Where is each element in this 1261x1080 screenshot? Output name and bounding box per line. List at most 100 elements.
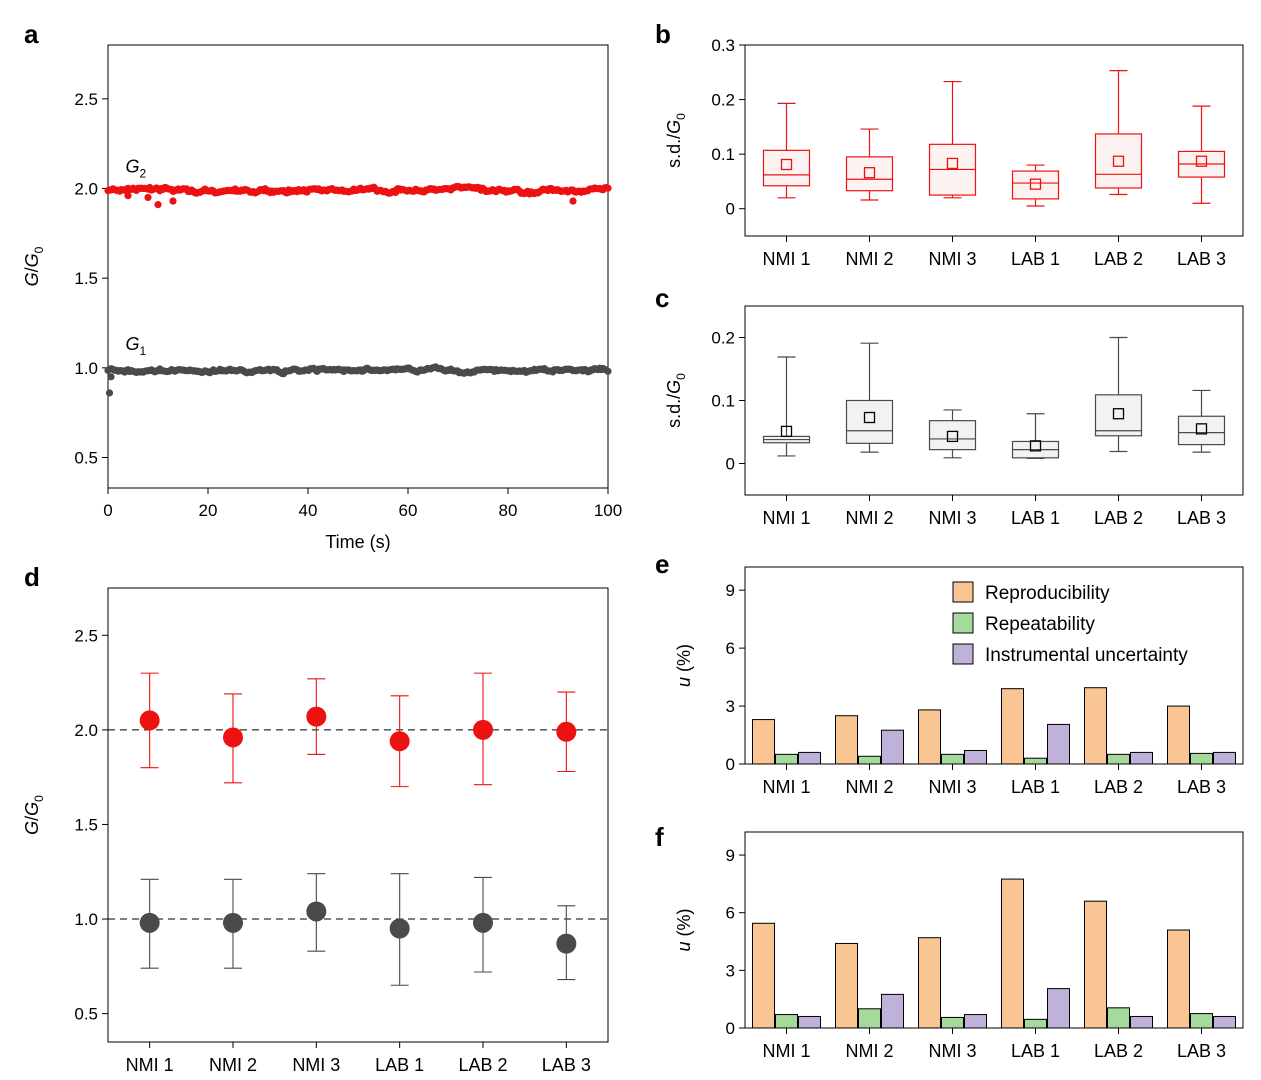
category-label: LAB 1 bbox=[1011, 777, 1060, 797]
y-label-part: s.d./ bbox=[664, 394, 684, 428]
y-label-part: G bbox=[22, 821, 42, 835]
data-point bbox=[473, 912, 493, 933]
bar bbox=[1107, 1007, 1130, 1029]
category-label: LAB 1 bbox=[375, 1055, 424, 1075]
box-lab-3 bbox=[1177, 389, 1226, 453]
mean-marker bbox=[1029, 440, 1042, 452]
data-point bbox=[473, 719, 493, 740]
box-lab-1 bbox=[1011, 164, 1060, 207]
y-tick-label: 0.1 bbox=[711, 145, 735, 164]
series-G2 bbox=[104, 182, 612, 209]
panel-c-frame bbox=[744, 305, 1244, 496]
category-label: NMI 3 bbox=[928, 508, 976, 528]
bar bbox=[775, 1014, 798, 1029]
category-label: LAB 1 bbox=[1011, 508, 1060, 528]
y-tick-label: 2.5 bbox=[74, 90, 98, 109]
x-tick-label: 20 bbox=[199, 501, 218, 520]
y-tick-label: 9 bbox=[726, 846, 735, 865]
mean-marker bbox=[1195, 423, 1208, 435]
box-lab-2 bbox=[1094, 336, 1143, 453]
bar bbox=[1001, 878, 1024, 1029]
box-lab-1 bbox=[1011, 413, 1060, 460]
y-tick-label: 2.0 bbox=[74, 179, 98, 198]
data-point bbox=[144, 193, 152, 202]
bar bbox=[918, 937, 941, 1029]
data-point bbox=[139, 710, 160, 731]
box-nmi-3 bbox=[928, 80, 977, 199]
data-point bbox=[105, 389, 114, 397]
bar bbox=[1047, 723, 1070, 765]
iqr-box bbox=[845, 156, 894, 192]
bar bbox=[1001, 688, 1024, 765]
bar bbox=[881, 729, 904, 765]
bar bbox=[798, 1015, 821, 1029]
panel-d-frame bbox=[107, 587, 609, 1043]
box-lab-3 bbox=[1177, 105, 1226, 204]
box-nmi-1 bbox=[762, 356, 811, 457]
panel-letter-f: f bbox=[655, 822, 664, 852]
y-label-part: G bbox=[22, 802, 42, 816]
bar bbox=[918, 709, 941, 765]
y-axis-label-d: G/G0 bbox=[22, 795, 46, 835]
annotation-text: G bbox=[126, 156, 140, 176]
series-annotation: G2 bbox=[126, 156, 147, 180]
category-label: NMI 2 bbox=[845, 777, 893, 797]
legend-swatch bbox=[952, 581, 974, 603]
box-nmi-2 bbox=[845, 128, 894, 201]
category-label: LAB 1 bbox=[1011, 1041, 1060, 1061]
y-tick-label: 0.2 bbox=[711, 329, 735, 348]
y-label-slash: / bbox=[22, 816, 42, 821]
y-tick-label: 0 bbox=[726, 755, 735, 774]
y-label-part: (%) bbox=[674, 908, 694, 941]
bar bbox=[1167, 705, 1190, 765]
mean-marker bbox=[1112, 155, 1125, 167]
data-point bbox=[604, 367, 612, 375]
data-point bbox=[389, 918, 410, 939]
y-tick-label: 0.5 bbox=[74, 449, 98, 468]
series-annotation: G1 bbox=[126, 334, 147, 358]
category-label: NMI 2 bbox=[845, 508, 893, 528]
y-label-part: G bbox=[22, 253, 42, 267]
y-tick-label: 3 bbox=[726, 961, 735, 980]
y-axis-label-f: u (%) bbox=[674, 908, 694, 951]
category-label: NMI 3 bbox=[928, 1041, 976, 1061]
y-tick-label: 2.5 bbox=[74, 626, 98, 645]
data-point bbox=[154, 201, 162, 209]
data-point bbox=[556, 721, 577, 742]
bar bbox=[1130, 751, 1153, 765]
mean-marker bbox=[780, 425, 793, 438]
bar bbox=[798, 751, 821, 765]
y-tick-label: 6 bbox=[726, 639, 735, 658]
panel-letter-a: a bbox=[24, 19, 39, 49]
bar bbox=[752, 719, 775, 765]
y-label-sub: 0 bbox=[674, 373, 688, 380]
data-point bbox=[124, 192, 132, 200]
series-G1 bbox=[139, 873, 577, 986]
annotation-sub: 1 bbox=[140, 344, 147, 358]
legend-swatch bbox=[952, 643, 974, 665]
category-label: NMI 1 bbox=[762, 1041, 810, 1061]
y-tick-label: 6 bbox=[726, 904, 735, 923]
category-label: NMI 1 bbox=[126, 1055, 174, 1075]
data-point bbox=[556, 933, 577, 954]
series-repeatability bbox=[775, 752, 1213, 765]
category-label: LAB 3 bbox=[1177, 249, 1226, 269]
bar bbox=[1024, 757, 1047, 765]
legend-label: Instrumental uncertainty bbox=[985, 645, 1188, 666]
category-label: NMI 3 bbox=[292, 1055, 340, 1075]
bar bbox=[1190, 1013, 1213, 1029]
category-label: NMI 1 bbox=[762, 249, 810, 269]
data-point bbox=[306, 901, 327, 922]
y-label-part: (%) bbox=[674, 644, 694, 677]
bar bbox=[1084, 687, 1107, 765]
data-point bbox=[306, 706, 327, 727]
bar bbox=[858, 755, 881, 765]
category-label: LAB 2 bbox=[1094, 249, 1143, 269]
x-tick-label: 0 bbox=[103, 501, 112, 520]
bar bbox=[1213, 751, 1236, 765]
y-axis-label-b: s.d./G0 bbox=[664, 113, 688, 168]
data-point bbox=[107, 373, 115, 381]
y-tick-label: 1.0 bbox=[74, 910, 98, 929]
bar bbox=[775, 753, 798, 765]
